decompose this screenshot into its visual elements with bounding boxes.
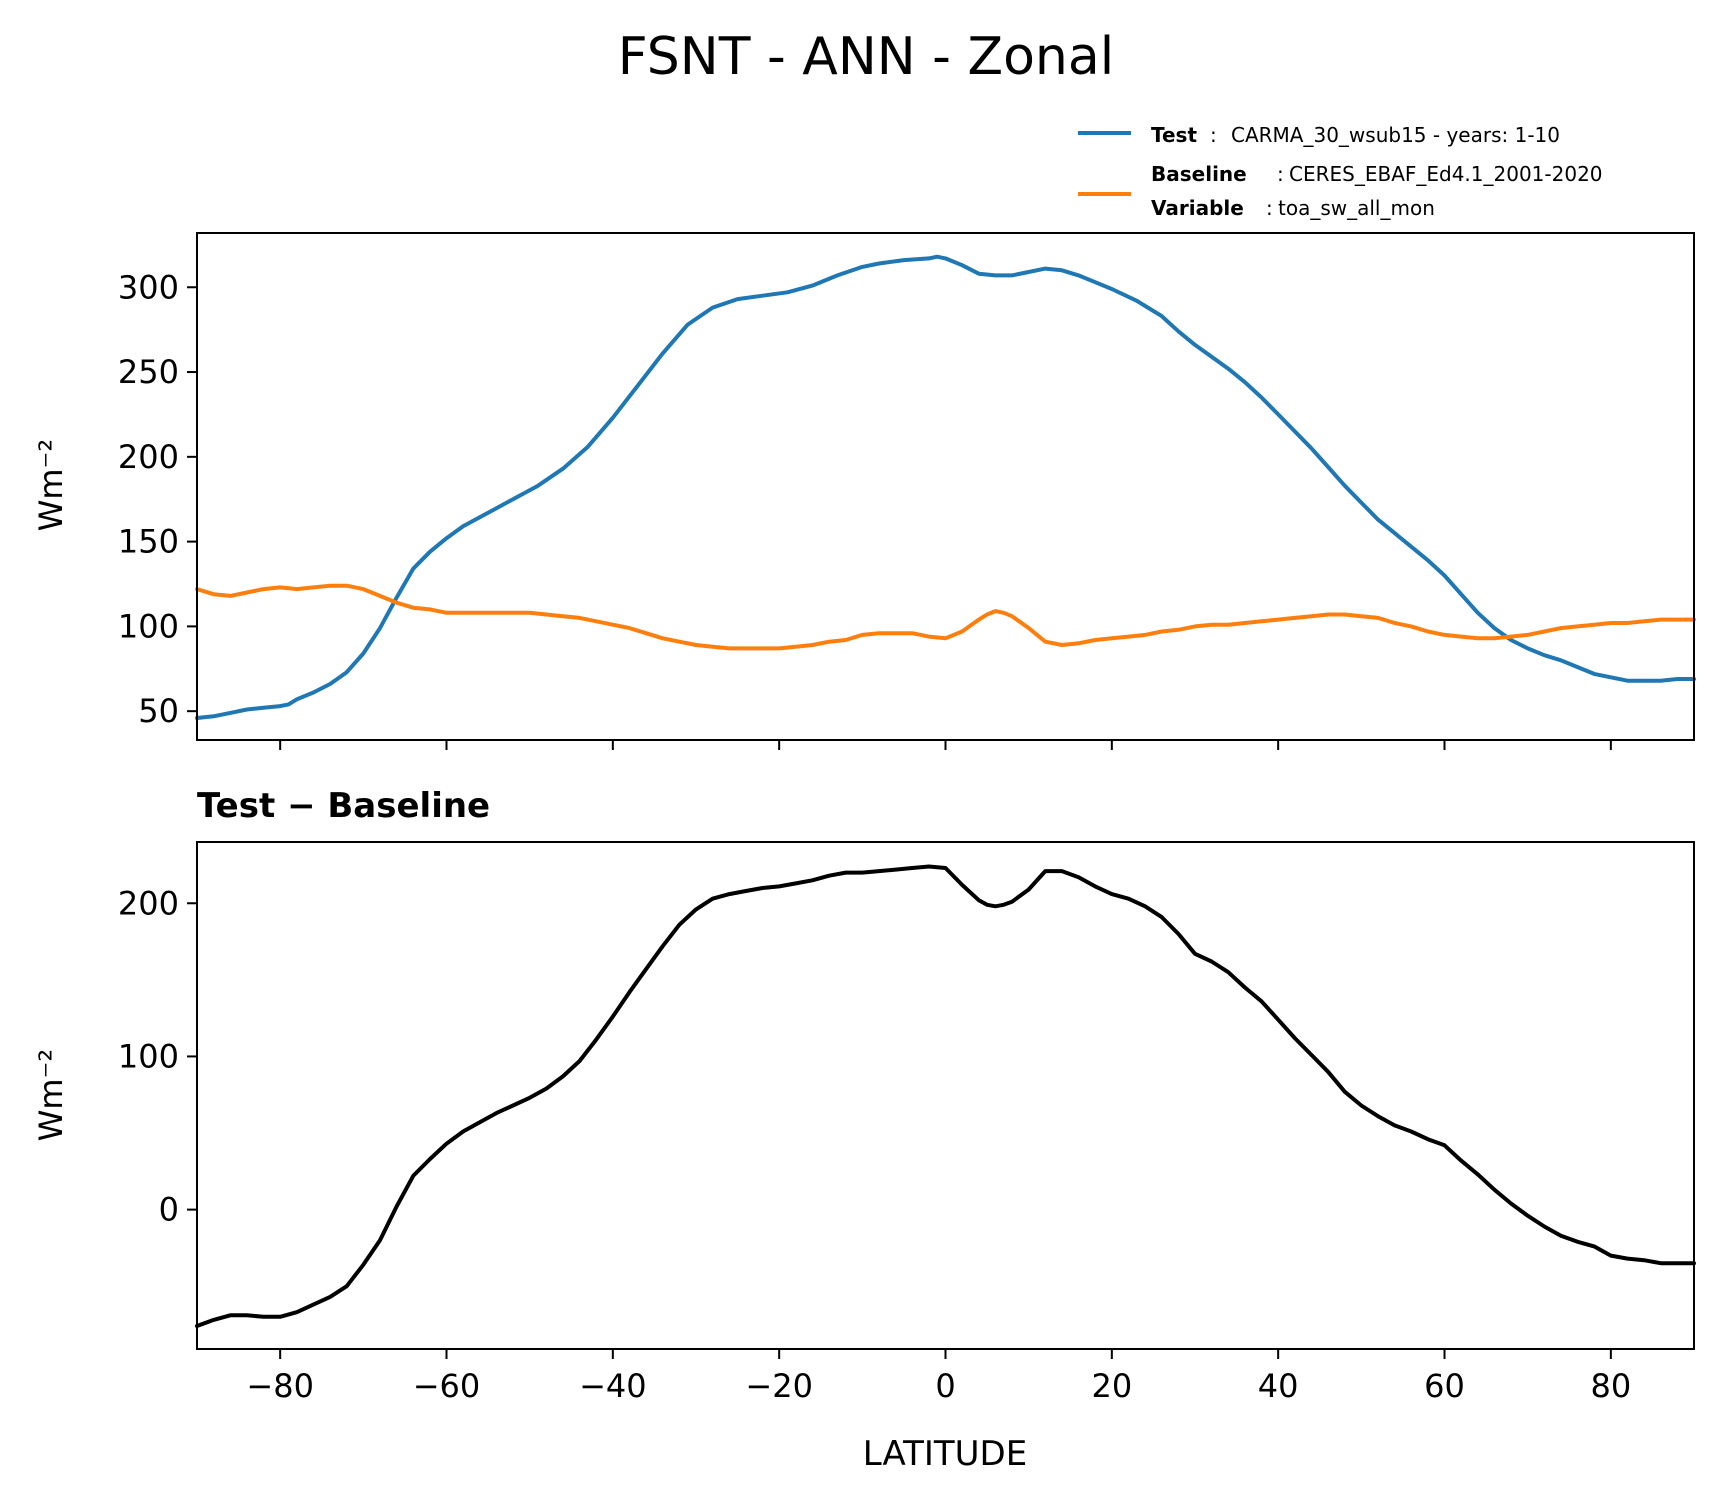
bottom-y-ticks: 0 100 200 [118, 884, 197, 1229]
top-y-ticks: 50 100 150 200 250 300 [118, 268, 197, 730]
legend-test-value: CARMA_30_wsub15 - years: 1-10 [1231, 123, 1560, 147]
bottom-axes-frame [196, 841, 1695, 1350]
y-tick-label: 0 [159, 1191, 179, 1229]
legend-test-key: Test [1151, 123, 1197, 147]
bottom-panel: Test − Baseline 0 100 200 −80 −60 −40 −20 0 20 4… [32, 786, 1696, 1474]
y-tick-label: 50 [138, 692, 179, 730]
top-panel: 50 100 150 200 250 300 Wm⁻² [32, 232, 1696, 750]
diff-panel-title: Test − Baseline [197, 786, 490, 826]
top-x-ticks [279, 740, 1612, 750]
y-tick-label: 200 [118, 884, 179, 922]
x-tick-label: 40 [1258, 1367, 1299, 1405]
x-tick-label: −80 [246, 1367, 314, 1405]
bottom-lines [195, 864, 1696, 1328]
legend-variable-value: toa_sw_all_mon [1278, 196, 1435, 220]
legend-variable-key: Variable [1151, 196, 1244, 220]
series-line-0-0 [195, 254, 1696, 720]
x-tick-label: 80 [1590, 1367, 1631, 1405]
legend-baseline-key: Baseline [1151, 162, 1247, 186]
series-line-1-0 [195, 864, 1696, 1328]
top-axes-frame [196, 232, 1695, 741]
bottom-y-axis-label: Wm⁻² [32, 1049, 70, 1142]
y-tick-label: 250 [118, 353, 179, 391]
y-tick-label: 300 [118, 268, 179, 306]
x-tick-label: 60 [1424, 1367, 1465, 1405]
x-tick-label: −60 [413, 1367, 481, 1405]
legend-test-colon: : [1210, 123, 1217, 147]
series-line-0-1 [195, 583, 1696, 651]
legend-baseline-value: CERES_EBAF_Ed4.1_2001-2020 [1289, 162, 1603, 186]
top-y-axis-label: Wm⁻² [32, 439, 70, 532]
y-tick-label: 100 [118, 607, 179, 645]
bottom-x-ticks: −80 −60 −40 −20 0 20 40 60 80 [246, 1349, 1631, 1405]
figure-title: FSNT - ANN - Zonal [618, 27, 1114, 87]
x-axis-label: LATITUDE [863, 1434, 1027, 1474]
x-tick-label: 0 [935, 1367, 955, 1405]
legend: Test : CARMA_30_wsub15 - years: 1-10 Bas… [1078, 123, 1603, 220]
y-tick-label: 200 [118, 438, 179, 476]
legend-variable-colon: : [1266, 196, 1273, 220]
y-tick-label: 100 [118, 1037, 179, 1075]
x-tick-label: −20 [745, 1367, 813, 1405]
x-tick-label: −40 [579, 1367, 647, 1405]
top-lines [195, 254, 1696, 720]
legend-baseline-colon: : [1277, 162, 1284, 186]
x-tick-label: 20 [1091, 1367, 1132, 1405]
y-tick-label: 150 [118, 523, 179, 561]
